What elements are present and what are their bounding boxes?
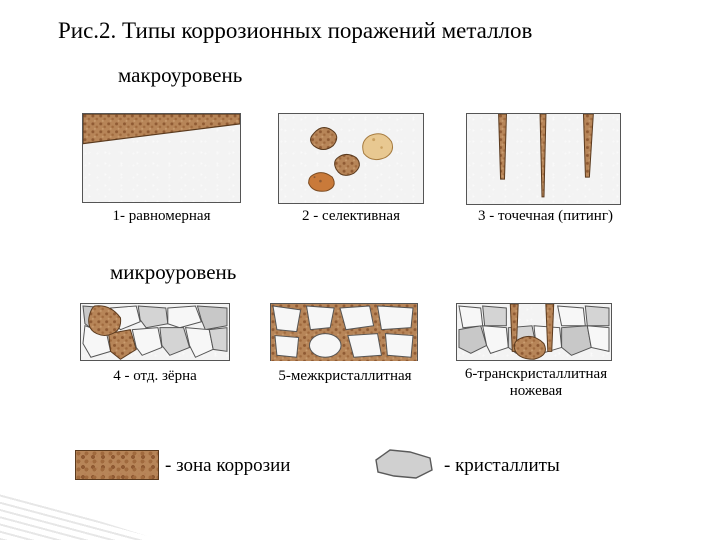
section-micro: микроуровень [110,260,236,285]
legend-crystal-swatch [370,446,438,482]
panel-2-selective [278,113,424,204]
figure-title: Рис.2. Типы коррозионных поражений метал… [58,18,532,44]
panel-6-transgranular [456,303,612,361]
panel-4-grains [80,303,230,361]
legend-corrosion-label: - зона коррозии [165,455,290,477]
section-macro: макроуровень [118,63,242,88]
panel-5-intergranular [270,303,418,361]
legend-crystal-label: - кристаллиты [444,455,560,477]
caption-6: 6-транскристаллитная ножевая [448,366,624,401]
caption-2: 2 - селективная [278,208,424,225]
panel-1-uniform [82,113,241,203]
caption-5: 5-межкристаллитная [262,368,428,385]
caption-4: 4 - отд. зёрна [80,368,230,385]
decorative-hatch [0,490,160,540]
caption-3: 3 - точечная (питинг) [458,208,633,225]
panel-3-pitting [466,113,621,205]
legend-corrosion-swatch [75,450,159,480]
caption-1: 1- равномерная [82,208,241,225]
